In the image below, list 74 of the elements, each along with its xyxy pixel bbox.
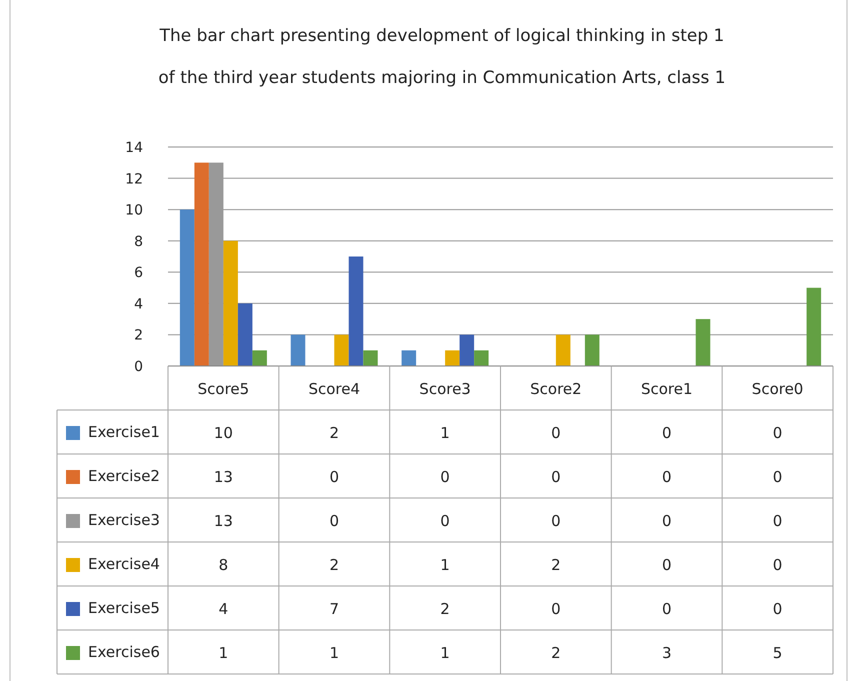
data-label: 0	[662, 424, 672, 442]
legend-label: Exercise6	[88, 643, 160, 661]
legend-label: Exercise5	[88, 599, 160, 617]
data-label: 0	[662, 600, 672, 618]
data-label: 2	[329, 424, 340, 442]
legend-label: Exercise3	[88, 511, 160, 529]
data-label: 13	[214, 512, 233, 530]
y-tick-label: 12	[125, 171, 143, 188]
bar	[556, 334, 570, 366]
data-label: 0	[662, 468, 672, 486]
data-label: 1	[440, 424, 450, 442]
legend-label: Exercise2	[88, 467, 160, 485]
data-label: 0	[329, 512, 340, 530]
data-label: 2	[440, 600, 450, 618]
x-tick-label: Score3	[419, 380, 471, 398]
bar	[363, 350, 378, 366]
y-tick-label: 8	[134, 234, 143, 250]
chart-title: The bar chart presenting development of logical thinking in step 1 of the third year students majoring in Communication Arts, class 1	[158, 26, 726, 88]
bar	[806, 288, 822, 366]
bar	[238, 303, 252, 366]
data-label: 3	[662, 644, 672, 662]
x-tick-label: Score1	[640, 380, 693, 398]
x-tick-label: Score0	[752, 380, 804, 398]
y-tick-label: 10	[125, 202, 143, 219]
data-label: 0	[662, 512, 672, 530]
bar	[584, 334, 600, 366]
data-label: 1	[218, 644, 228, 662]
data-label: 0	[662, 556, 672, 574]
legend-label: Exercise4	[88, 555, 160, 573]
bar	[474, 350, 489, 366]
bar	[194, 162, 209, 366]
data-label: 0	[772, 512, 782, 530]
bar	[223, 240, 238, 366]
y-tick-label: 4	[134, 296, 144, 312]
data-label: 10	[214, 424, 233, 442]
data-label: 0	[551, 600, 561, 618]
y-tick-label: 2	[134, 328, 143, 344]
bar	[696, 319, 710, 366]
data-label: 1	[440, 644, 450, 662]
data-label: 1	[440, 556, 450, 574]
bar	[402, 350, 416, 366]
x-tick-label: Score4	[308, 380, 360, 398]
y-tick-label: 14	[125, 140, 144, 156]
data-label: 0	[551, 424, 561, 442]
bar	[252, 350, 267, 366]
bar	[460, 334, 474, 366]
data-label: 0	[551, 512, 561, 530]
data-label: 2	[551, 556, 561, 574]
bar	[348, 256, 364, 366]
data-label: 0	[772, 468, 782, 486]
data-label: 0	[772, 556, 782, 574]
data-label: 5	[772, 644, 782, 662]
data-label: 0	[551, 468, 561, 486]
data-label: 2	[329, 556, 340, 574]
data-label: 0	[772, 600, 782, 618]
bar	[334, 334, 349, 366]
data-label: 2	[551, 644, 561, 662]
bar	[290, 334, 306, 366]
legend-label: Exercise1	[88, 423, 160, 441]
data-label: 8	[218, 556, 228, 574]
x-tick-label: Score2	[530, 380, 582, 398]
bar	[445, 350, 460, 366]
data-label: 0	[772, 424, 782, 442]
y-tick-label: 0	[134, 359, 143, 375]
data-label: 0	[440, 468, 450, 486]
data-label: 0	[329, 468, 340, 486]
data-label: 13	[214, 468, 233, 486]
data-label: 0	[440, 512, 450, 530]
x-tick-label: Score5	[198, 380, 250, 398]
data-label: 4	[218, 600, 228, 618]
bar	[180, 210, 194, 366]
y-tick-label: 6	[134, 265, 144, 282]
data-label: 1	[329, 644, 340, 662]
data-label: 7	[329, 600, 340, 618]
